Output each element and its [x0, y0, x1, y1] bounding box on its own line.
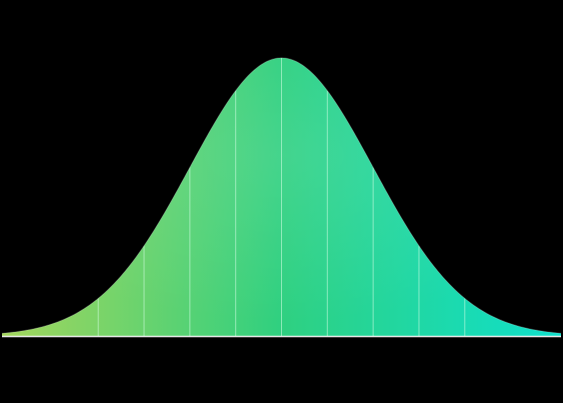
- segment-separators: [97, 57, 466, 336]
- curve-outline: [1, 57, 562, 334]
